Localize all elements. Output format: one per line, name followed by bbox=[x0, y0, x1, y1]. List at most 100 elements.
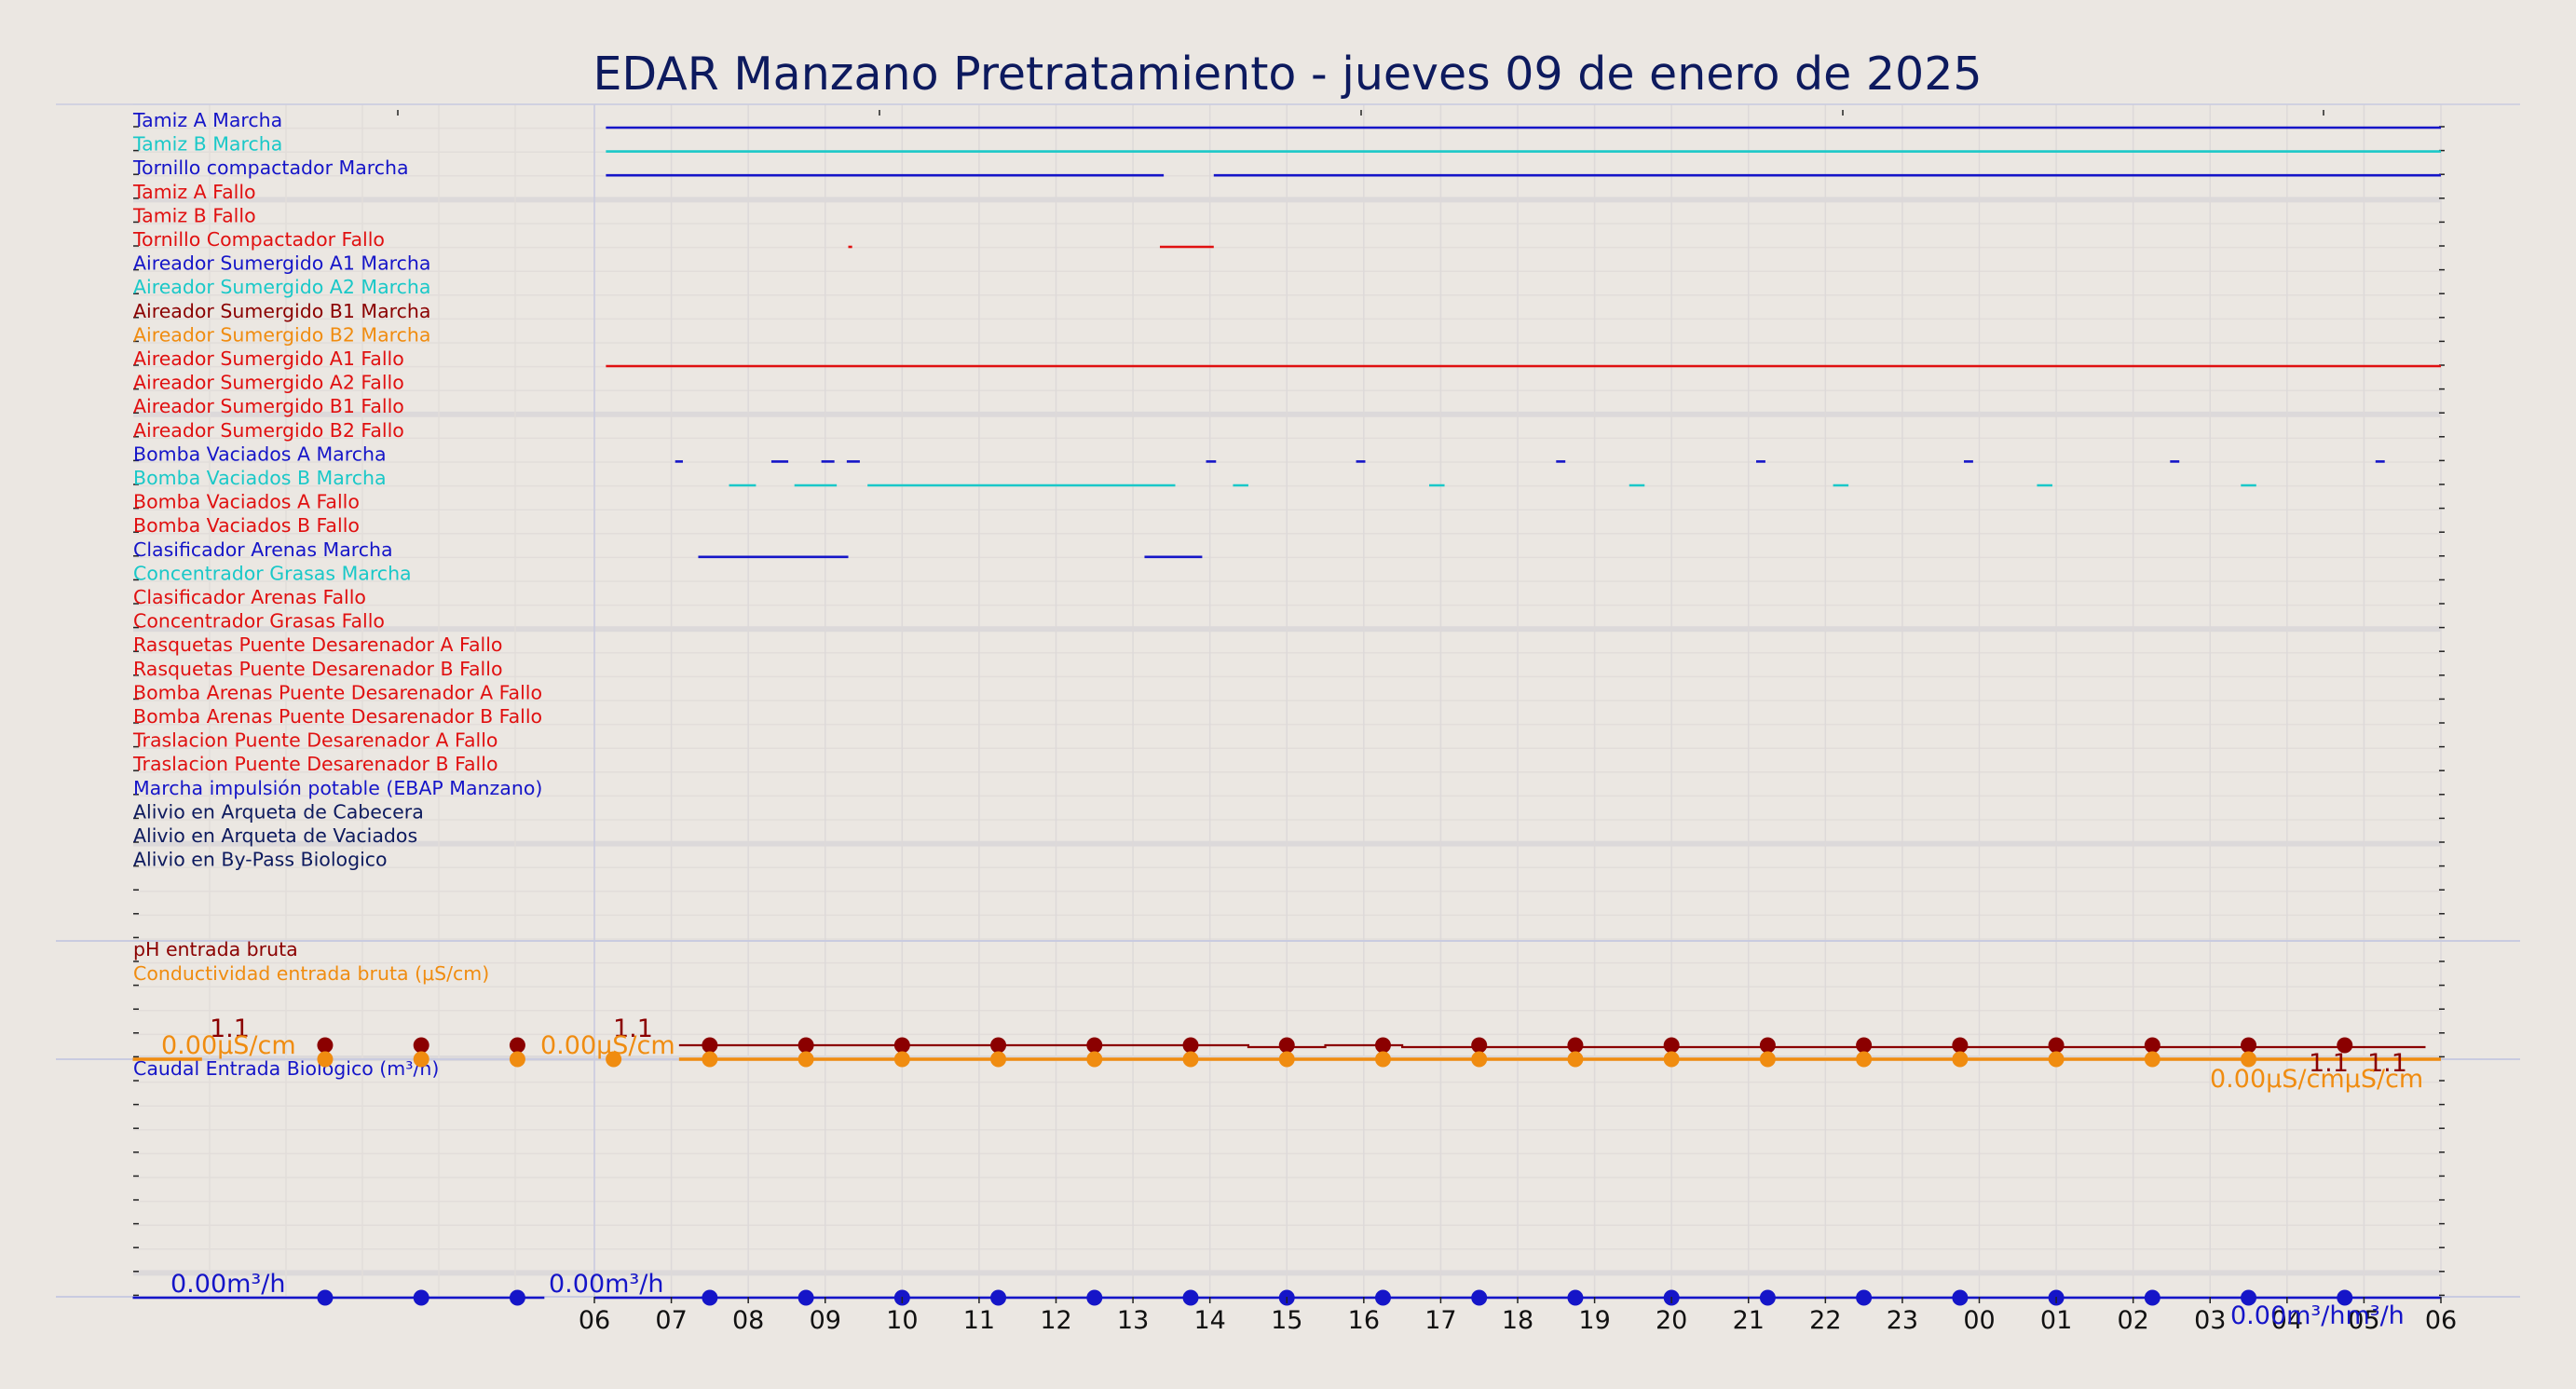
x-tick-label: 11 bbox=[963, 1306, 995, 1335]
ph-marker bbox=[797, 1037, 814, 1054]
signal-label: Tamiz B Marcha bbox=[132, 133, 282, 156]
flow-marker bbox=[2144, 1289, 2160, 1306]
x-tick-label: 13 bbox=[1117, 1306, 1149, 1335]
x-tick-label: 08 bbox=[732, 1306, 764, 1335]
ph-marker bbox=[1471, 1037, 1488, 1054]
signal-label: Marcha impulsión potable (EBAP Manzano) bbox=[133, 777, 542, 799]
x-tick-label: 07 bbox=[655, 1306, 687, 1335]
x-tick-label: 00 bbox=[1963, 1306, 1995, 1335]
signal-label: Bomba Vaciados A Fallo bbox=[133, 491, 360, 513]
ph-marker bbox=[990, 1037, 1007, 1054]
conductivity-marker bbox=[413, 1051, 429, 1068]
flow-marker bbox=[702, 1289, 718, 1306]
ph-marker bbox=[2048, 1037, 2065, 1054]
conductivity-marker bbox=[1182, 1051, 1199, 1068]
signal-segments bbox=[606, 126, 2441, 559]
conductivity-marker bbox=[797, 1051, 814, 1068]
x-tick-label: 21 bbox=[1733, 1306, 1765, 1335]
conductivity-marker bbox=[1856, 1051, 1873, 1068]
flow-marker bbox=[1856, 1289, 1873, 1306]
conductivity-marker bbox=[2241, 1051, 2257, 1068]
x-tick-label: 05 bbox=[2348, 1306, 2379, 1335]
ph-marker bbox=[1856, 1037, 1873, 1054]
flow-marker bbox=[1567, 1289, 1584, 1306]
x-tick-label: 12 bbox=[1040, 1306, 1071, 1335]
signal-label: Bomba Vaciados B Marcha bbox=[133, 467, 387, 489]
signal-label: Tornillo Compactador Fallo bbox=[132, 228, 385, 251]
x-tick-label: 03 bbox=[2194, 1306, 2226, 1335]
ph-marker bbox=[317, 1037, 334, 1054]
ph-marker bbox=[893, 1037, 910, 1054]
conductivity-marker bbox=[1567, 1051, 1584, 1068]
conductivity-marker bbox=[990, 1051, 1007, 1068]
signal-label: Traslacion Puente Desarenador B Fallo bbox=[132, 753, 498, 775]
signal-label: Alivio en By-Pass Biologico bbox=[133, 849, 388, 871]
signal-label: Aireador Sumergido A1 Fallo bbox=[133, 347, 404, 370]
conductivity-marker bbox=[317, 1051, 334, 1068]
flow-marker bbox=[990, 1289, 1007, 1306]
signal-label: Aireador Sumergido A2 Fallo bbox=[133, 372, 404, 394]
ph-marker bbox=[413, 1037, 429, 1054]
ph-value-label-left: 1.1 bbox=[210, 1015, 250, 1043]
ph-marker bbox=[1374, 1037, 1391, 1054]
signal-label: Aireador Sumergido B1 Fallo bbox=[133, 395, 404, 417]
grid bbox=[56, 103, 2520, 1298]
x-tick-label: 15 bbox=[1271, 1306, 1302, 1335]
flow-marker bbox=[1182, 1289, 1199, 1306]
signal-label: Alivio en Arqueta de Cabecera bbox=[133, 800, 424, 823]
ph-value-label-right-b: 1.1 bbox=[2367, 1049, 2407, 1078]
flow-marker bbox=[797, 1289, 814, 1306]
ph-marker bbox=[1759, 1037, 1776, 1054]
ph-marker bbox=[1663, 1037, 1680, 1054]
ph-value-label-right-a: 1.1 bbox=[2309, 1049, 2349, 1078]
x-tick-label: 22 bbox=[1809, 1306, 1841, 1335]
conductivity-value-label-left: 0.00μS/cm bbox=[161, 1031, 296, 1060]
ph-marker bbox=[509, 1037, 525, 1054]
x-tick-label: 18 bbox=[1502, 1306, 1533, 1335]
analog-label: pH entrada bruta bbox=[133, 938, 298, 960]
signal-label: Aireador Sumergido A2 Marcha bbox=[133, 276, 430, 298]
signal-label: Bomba Vaciados A Marcha bbox=[133, 443, 387, 465]
x-axis-ticks: 06 07 08 09 10 11 12 13 14 15 16 17 18 19 20 21 22 23 00 01… bbox=[579, 1297, 2457, 1335]
x-tick-label: 02 bbox=[2117, 1306, 2148, 1335]
flow-marker bbox=[1086, 1289, 1103, 1306]
signal-label: Bomba Arenas Puente Desarenador A Fallo bbox=[133, 681, 542, 703]
signal-label: Aireador Sumergido B1 Marcha bbox=[133, 300, 430, 322]
signal-label: Alivio en Arqueta de Vaciados bbox=[133, 824, 417, 847]
conductivity-marker bbox=[1278, 1051, 1295, 1068]
flow-marker bbox=[1952, 1289, 1969, 1306]
conductivity-marker bbox=[1663, 1051, 1680, 1068]
signal-label: Clasificador Arenas Marcha bbox=[133, 538, 393, 561]
signal-label: Clasificador Arenas Fallo bbox=[133, 586, 366, 608]
signal-label: Tornillo compactador Marcha bbox=[132, 157, 409, 179]
signal-label: Rasquetas Puente Desarenador A Fallo bbox=[133, 633, 502, 656]
x-tick-label: 01 bbox=[2040, 1306, 2072, 1335]
x-tick-label: 23 bbox=[1887, 1306, 1918, 1335]
flow-marker bbox=[2337, 1289, 2353, 1306]
flow-marker bbox=[1759, 1289, 1776, 1306]
signal-label: Rasquetas Puente Desarenador B Fallo bbox=[133, 658, 503, 680]
signal-label: Aireador Sumergido A1 Marcha bbox=[133, 252, 430, 275]
signal-label: Aireador Sumergido B2 Fallo bbox=[133, 419, 404, 442]
ph-marker bbox=[702, 1037, 718, 1054]
signal-label: Concentrador Grasas Marcha bbox=[133, 562, 412, 584]
ph-marker bbox=[1567, 1037, 1584, 1054]
conductivity-marker bbox=[1374, 1051, 1391, 1068]
x-tick-label: 04 bbox=[2271, 1306, 2303, 1335]
conductivity-marker bbox=[509, 1051, 525, 1068]
signal-label: Aireador Sumergido B2 Marcha bbox=[133, 323, 430, 346]
flow-marker bbox=[509, 1289, 525, 1306]
flow-marker bbox=[413, 1289, 429, 1306]
signal-label: Tamiz A Marcha bbox=[132, 109, 282, 131]
conductivity-marker bbox=[1471, 1051, 1488, 1068]
conductivity-marker bbox=[893, 1051, 910, 1068]
ph-marker bbox=[1952, 1037, 1969, 1054]
signal-label: Tamiz B Fallo bbox=[132, 204, 256, 226]
ph-marker bbox=[1278, 1037, 1295, 1054]
signal-label: Tamiz A Fallo bbox=[132, 181, 256, 203]
flow-value-label-mid: 0.00m³/h bbox=[549, 1270, 663, 1299]
signal-label: Bomba Vaciados B Fallo bbox=[133, 514, 360, 537]
